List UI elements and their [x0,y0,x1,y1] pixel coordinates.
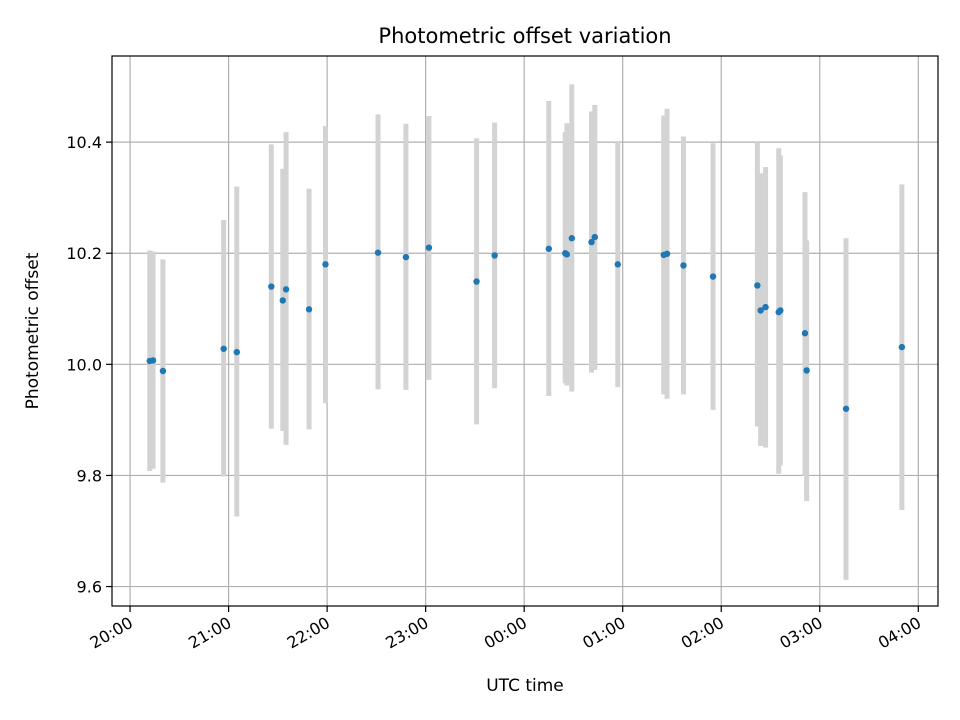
data-point [588,238,595,246]
data-point [680,262,687,269]
data-point [842,405,850,412]
data-point [233,348,241,356]
data-point [663,250,671,257]
data-point [898,343,906,351]
data-point [268,283,275,290]
y-axis-label: Photometric offset [23,252,43,409]
data-point [803,367,810,374]
data-point [777,307,784,314]
chart-title: Photometric offset variation [378,24,671,48]
y-tick-label: 10.2 [66,244,102,263]
data-points [146,233,906,412]
data-point [591,233,598,241]
y-tick-label: 10.4 [66,133,102,152]
data-point [801,330,809,337]
data-point [159,367,167,375]
plot-frame [111,55,939,607]
data-point [757,307,764,314]
data-point [762,303,769,311]
data-point [425,244,433,251]
y-tick-label: 10.0 [66,355,102,374]
data-point [491,252,498,259]
data-point [614,261,621,268]
data-point [402,253,410,261]
data-point [709,273,717,280]
data-point [305,306,313,313]
data-point [220,345,227,352]
data-point [473,278,480,285]
data-point [754,282,761,289]
data-point [149,357,157,364]
data-point [279,297,286,304]
data-point [374,249,382,256]
y-tick-label: 9.6 [77,578,102,597]
data-point [563,251,571,258]
y-tick-label: 9.8 [77,466,102,485]
gridlines [112,56,938,606]
x-axis-label: UTC time [486,676,564,696]
data-point [322,261,329,268]
data-point [282,286,290,293]
data-point [568,235,576,242]
data-point [545,245,553,252]
